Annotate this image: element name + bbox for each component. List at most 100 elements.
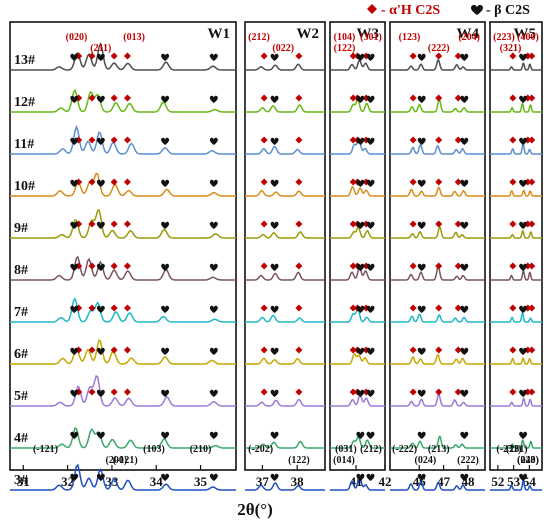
alpha-diamond-marker [454,220,462,228]
peak-annotation-alpha: (301) [360,32,382,43]
x-tick-label: 34 [150,474,164,489]
peak-annotation-beta: (024) [414,455,436,466]
alpha-diamond-marker [454,52,462,60]
alpha-diamond-marker [110,304,118,312]
beta-heart-marker [270,179,279,187]
beta-heart-marker [366,473,375,481]
beta-heart-marker [70,389,79,397]
beta-heart-marker [209,95,218,103]
beta-heart-marker [460,347,469,355]
pattern-line-w5 [490,269,542,281]
alpha-diamond-marker [260,178,268,186]
peak-annotation-alpha: (104) [334,32,356,43]
alpha-diamond-marker [528,178,536,186]
alpha-diamond-marker [509,178,517,186]
alpha-diamond-marker [409,136,417,144]
pattern-line-w5 [490,142,542,155]
beta-heart-marker [519,263,528,271]
x-tick-label: 37 [256,474,270,489]
sample-5: 5# [10,374,542,407]
beta-heart-marker [460,389,469,397]
beta-heart-marker [96,389,105,397]
panel-frame [244,21,326,471]
beta-heart-marker [460,95,469,103]
peak-annotation-alpha: (212) [248,32,270,43]
beta-heart-marker [161,305,170,313]
alpha-diamond-marker [295,304,303,312]
beta-heart-marker [356,179,365,187]
pattern-line-w1 [10,42,236,71]
pattern-line-w1 [10,374,236,407]
peak-annotation-beta: (223) [517,455,539,466]
pattern-line-w4 [390,144,485,155]
beta-heart-marker [70,305,79,313]
alpha-diamond-marker [295,388,303,396]
beta-heart-marker [96,473,105,481]
beta-heart-marker [96,305,105,313]
legend-heart-icon [471,5,483,15]
alpha-diamond-marker [110,178,118,186]
alpha-diamond-marker [509,388,517,396]
beta-heart-marker [366,347,375,355]
pattern-line-w2 [245,398,325,407]
alpha-diamond-marker [123,178,131,186]
alpha-diamond-marker [528,136,536,144]
beta-heart-marker [366,305,375,313]
x-tick-label: 42 [379,474,392,489]
legend-beta-label: - β C2S [486,3,530,18]
sample-label: 13# [14,53,35,68]
beta-heart-marker [270,137,279,145]
beta-heart-marker [161,53,170,61]
beta-heart-marker [356,389,365,397]
pattern-line-w1 [10,339,236,365]
alpha-diamond-marker [409,94,417,102]
alpha-diamond-marker [454,136,462,144]
beta-heart-marker [70,179,79,187]
alpha-diamond-marker [88,52,96,60]
alpha-diamond-marker [295,178,303,186]
alpha-diamond-marker [528,388,536,396]
sample-3: 3# [10,463,542,491]
beta-heart-marker [460,305,469,313]
beta-heart-marker [417,221,426,229]
peak-annotation-beta: (-202) [248,444,273,455]
beta-heart-marker [460,221,469,229]
sample-label: 8# [14,263,28,278]
beta-heart-marker [519,53,528,61]
alpha-diamond-marker [88,346,96,354]
sample-13: 13# [10,42,542,71]
beta-heart-marker [519,137,528,145]
beta-heart-marker [209,305,218,313]
beta-heart-marker [96,95,105,103]
x-tick-label: 31 [17,474,30,489]
panel-title: W3 [357,26,380,42]
peak-annotation-alpha: (022) [272,43,294,54]
pattern-line-w1 [10,172,236,197]
alpha-diamond-marker [260,52,268,60]
beta-heart-marker [366,137,375,145]
peak-annotation-beta: (103) [143,444,165,455]
alpha-diamond-marker [260,388,268,396]
alpha-diamond-marker [435,52,443,60]
x-tick-label: 32 [61,474,74,489]
pattern-line-w5 [490,478,542,491]
alpha-diamond-marker [260,304,268,312]
beta-heart-marker [96,221,105,229]
beta-heart-marker [356,263,365,271]
peak-annotation-beta: (210) [190,444,212,455]
peak-annotation-beta: (213) [428,444,450,455]
alpha-diamond-marker [110,262,118,270]
beta-heart-marker [209,221,218,229]
peak-annotation-alpha: (211) [90,43,111,54]
alpha-diamond-marker [528,52,536,60]
beta-heart-marker [161,95,170,103]
pattern-line-w1 [10,427,236,449]
beta-heart-marker [270,263,279,271]
sample-10: 10# [10,172,542,197]
alpha-diamond-marker [435,94,443,102]
alpha-diamond-marker [88,262,96,270]
beta-heart-marker [96,263,105,271]
beta-heart-marker [70,53,79,61]
alpha-diamond-marker [260,136,268,144]
